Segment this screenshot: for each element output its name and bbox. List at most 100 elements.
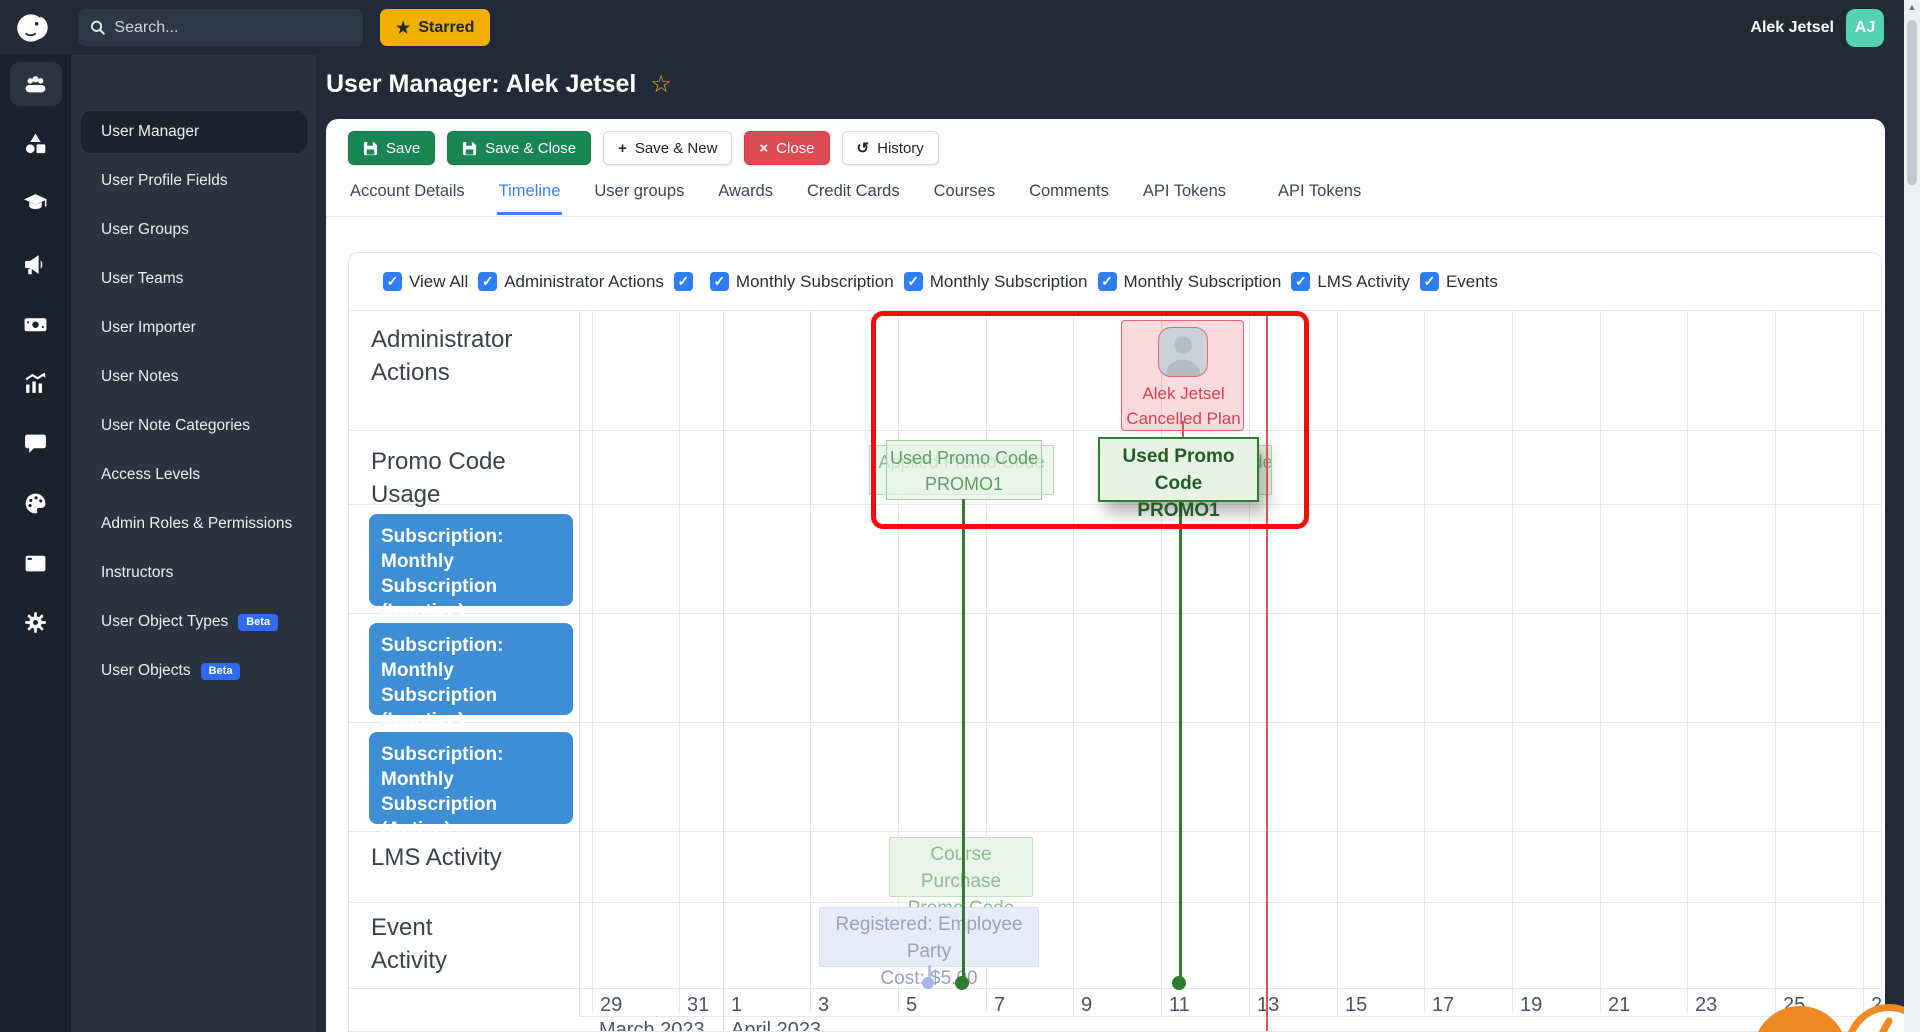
save-and-close-button[interactable]: Save & Close xyxy=(447,131,592,165)
timeline-panel: ✓ View All ✓ Administrator Actions ✓ ✓ Mont… xyxy=(348,252,1882,1032)
megaphone-icon[interactable] xyxy=(0,242,71,286)
tab-courses[interactable]: Courses xyxy=(933,182,996,200)
chat-icon[interactable] xyxy=(0,421,71,465)
tab-api-tokens-2[interactable]: API Tokens xyxy=(1278,182,1362,200)
sidebar-item-access-levels[interactable]: Access Levels xyxy=(101,466,201,483)
red-event-line xyxy=(1266,311,1268,1031)
row-label-event-activity: Event Activity xyxy=(371,914,448,974)
axis-day-label: 21 xyxy=(1608,994,1631,1016)
vertical-scrollbar[interactable]: ▲ xyxy=(1904,0,1920,1032)
tab-awards[interactable]: Awards xyxy=(718,182,773,200)
promo-box-used-faded[interactable]: Used Promo Code PROMO1 xyxy=(886,440,1042,500)
elephant-logo-icon[interactable] xyxy=(12,7,54,49)
gridline xyxy=(1512,311,1513,988)
axis-day-label: 31 xyxy=(687,994,710,1016)
filter-monthly-subscription-2: ✓ Monthly Subscription xyxy=(903,272,1088,292)
checkbox-monthly-subscription-1[interactable]: ✓ xyxy=(709,272,729,291)
sidebar-item-user-object-types[interactable]: User Object Types Beta xyxy=(81,601,307,643)
axis-day-label: 3 xyxy=(818,994,830,1016)
save-icon xyxy=(463,141,477,155)
sidebar-item-user-profile-fields[interactable]: User Profile Fields xyxy=(101,172,228,189)
promo-box-used-solid[interactable]: Used Promo Code PROMO1 xyxy=(1098,437,1259,521)
tab-credit-cards[interactable]: Credit Cards xyxy=(807,182,900,200)
starred-button[interactable]: ★ Starred xyxy=(380,9,491,46)
row-label-promo-code-usage: Promo Code Usage xyxy=(371,448,506,508)
sidebar-item-user-importer[interactable]: User Importer xyxy=(101,319,196,336)
gridline xyxy=(1424,311,1425,988)
favorite-star-icon[interactable]: ☆ xyxy=(650,71,672,98)
gridline xyxy=(1863,311,1864,988)
save-and-new-button[interactable]: + Save & New xyxy=(603,131,733,165)
scroll-up-arrow[interactable]: ▲ xyxy=(1907,2,1917,12)
gridline xyxy=(1600,311,1601,988)
sidebar-item-user-note-categories[interactable]: User Note Categories xyxy=(101,417,251,434)
event-dot-green-1[interactable] xyxy=(955,976,969,990)
sidebar: PEOPLE User Manager User Profile Fields … xyxy=(71,55,316,1032)
checkbox-unlabeled[interactable]: ✓ xyxy=(673,272,693,291)
tab-comments[interactable]: Comments xyxy=(1029,182,1109,200)
axis-day-label: 11 xyxy=(1169,994,1190,1016)
checkbox-monthly-subscription-2[interactable]: ✓ xyxy=(903,272,923,291)
checkbox-administrator-actions[interactable]: ✓ xyxy=(478,272,498,291)
axis-tick xyxy=(1337,988,1338,1014)
people-icon[interactable] xyxy=(0,62,71,106)
event-dot-lavender[interactable] xyxy=(922,977,934,989)
sidebar-item-instructors[interactable]: Instructors xyxy=(101,564,174,581)
plus-icon: + xyxy=(618,139,627,157)
gridline xyxy=(1687,311,1688,988)
axis-day-label: 9 xyxy=(1081,994,1093,1016)
event-dot-green-2[interactable] xyxy=(1172,976,1186,990)
sidebar-item-user-objects[interactable]: User Objects Beta xyxy=(81,650,307,692)
scrollbar-thumb[interactable] xyxy=(1907,20,1917,185)
axis-day-label: 19 xyxy=(1520,994,1543,1016)
admin-action-card[interactable]: Alek Jetsel Cancelled Plan xyxy=(1121,320,1244,431)
gridline-month-boundary xyxy=(723,311,724,988)
history-icon: ↺ xyxy=(856,140,870,157)
close-button[interactable]: × Close xyxy=(744,131,830,165)
user-avatar[interactable]: AJ xyxy=(1846,8,1884,47)
axis-line xyxy=(349,988,1881,989)
checkbox-view-all[interactable]: ✓ xyxy=(383,272,402,291)
axis-day-label: 17 xyxy=(1432,994,1455,1016)
event-activity-card[interactable]: Registered: Employee Party Cost: $5.00 xyxy=(819,907,1039,989)
sidebar-item-user-notes[interactable]: User Notes xyxy=(101,368,179,385)
sidebar-item-user-manager[interactable]: User Manager xyxy=(81,111,307,153)
tab-api-tokens[interactable]: API Tokens xyxy=(1142,182,1227,200)
palette-icon[interactable] xyxy=(0,481,71,525)
gridline xyxy=(1073,311,1074,988)
search-input[interactable] xyxy=(114,18,351,37)
axis-month-label: April 2023 xyxy=(731,1019,822,1032)
user-name: Alek Jetsel xyxy=(1750,18,1834,36)
history-button[interactable]: ↺ History xyxy=(841,131,939,165)
window-icon[interactable] xyxy=(0,541,71,585)
money-icon[interactable] xyxy=(0,302,71,346)
tab-account-details[interactable]: Account Details xyxy=(350,182,465,200)
sidebar-item-user-teams[interactable]: User Teams xyxy=(101,270,184,287)
axis-tick xyxy=(1687,988,1688,1014)
tab-timeline[interactable]: Timeline xyxy=(496,176,563,215)
subscription-box-inactive-1[interactable]: Subscription: Monthly Subscription (Inac… xyxy=(369,514,573,622)
filter-events: ✓ Events xyxy=(1419,272,1498,292)
subscription-box-inactive-2[interactable]: Subscription: Monthly Subscription (Inac… xyxy=(369,623,573,731)
gear-icon[interactable] xyxy=(0,600,71,644)
graduation-cap-icon[interactable] xyxy=(0,180,71,224)
shapes-icon[interactable] xyxy=(0,121,71,165)
sidebar-item-user-groups[interactable]: User Groups xyxy=(101,221,189,238)
save-button[interactable]: Save xyxy=(348,131,436,165)
lms-activity-card[interactable]: Course Purchase Promo Code Test xyxy=(889,837,1033,946)
tab-user-groups[interactable]: User groups xyxy=(594,182,685,200)
avatar-placeholder-icon xyxy=(1158,327,1208,377)
checkbox-lms-activity[interactable]: ✓ xyxy=(1291,272,1311,291)
sidebar-item-admin-roles[interactable]: Admin Roles & Permissions xyxy=(101,515,293,532)
admin-card-action: Cancelled Plan xyxy=(1126,409,1241,428)
analytics-icon[interactable] xyxy=(0,361,71,405)
axis-tick xyxy=(1249,988,1250,1014)
axis-tick-month xyxy=(723,988,724,1031)
checkbox-events[interactable]: ✓ xyxy=(1419,272,1439,291)
subscription-box-active[interactable]: Subscription: Monthly Subscription (Acti… xyxy=(369,732,573,840)
checkbox-monthly-subscription-3[interactable]: ✓ xyxy=(1097,272,1117,291)
axis-tick xyxy=(1512,988,1513,1014)
axis-tick xyxy=(592,988,593,1014)
axis-tick xyxy=(1073,988,1074,1014)
search-box xyxy=(78,9,363,46)
